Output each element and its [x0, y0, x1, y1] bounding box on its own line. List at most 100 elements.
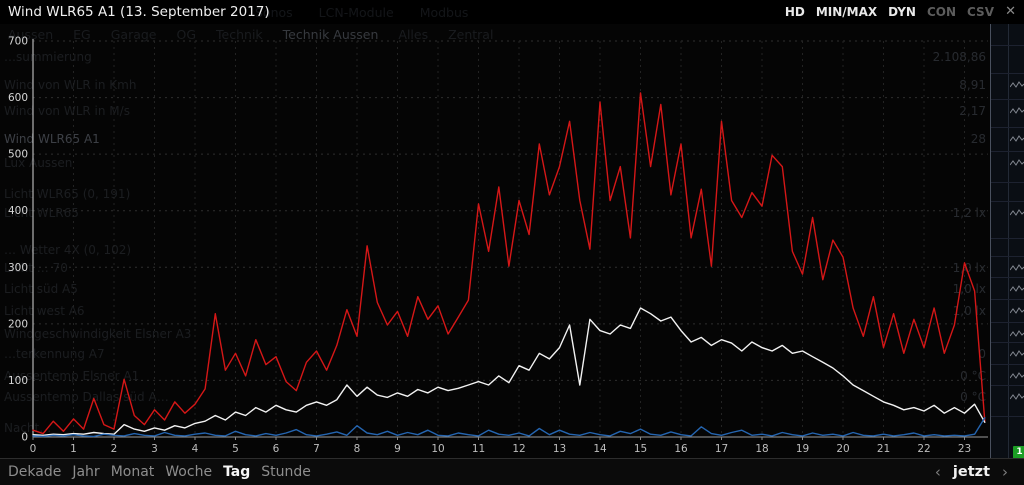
bg-sensor-label: …terkennung A7: [4, 347, 105, 361]
row-separator: [991, 322, 1024, 323]
bg-sensor-label: Windgeschwindigkeit Elsner A3: [4, 327, 192, 341]
bg-nav-sonos: Sonos: [255, 5, 293, 20]
sparkline-icon: [1010, 107, 1024, 114]
bg-tab-og: OG: [176, 27, 197, 42]
row-separator: [991, 256, 1024, 257]
x-tick-label: 18: [755, 443, 768, 455]
bg-sensor-value: 0 °C: [960, 390, 986, 404]
y-tick-label: 400: [8, 205, 28, 217]
x-tick-label: 14: [593, 443, 607, 455]
bg-sensor-label: Nacht…: [4, 421, 52, 435]
x-tick-label: 15: [634, 443, 647, 455]
x-tick-label: 0: [30, 443, 37, 455]
bg-nav-lcn-module: LCN-Module: [318, 5, 394, 20]
row-separator: [991, 151, 1024, 152]
row-separator: [991, 201, 1024, 202]
y-tick-label: 100: [8, 375, 28, 387]
bg-sensor-label: …summierung: [4, 50, 92, 64]
bg-tab-alles: Alles: [398, 27, 429, 42]
background-sparkline-column: 1: [990, 24, 1024, 459]
row-separator: [991, 299, 1024, 300]
bg-sensor-value: 1,2 lx: [952, 206, 986, 220]
sparkline-icon: [1010, 393, 1024, 400]
bg-tab-garage: Garage: [110, 27, 157, 42]
sparkline-icon: [1010, 330, 1024, 337]
sparkline-icon: [1010, 135, 1024, 142]
sparkline-icon: [1010, 350, 1024, 357]
bg-sensor-value: 2,17: [959, 104, 986, 118]
x-tick-label: 3: [151, 443, 158, 455]
bg-sensor-label: Licht WLR65 (0, 191): [4, 187, 131, 201]
x-tick-label: 7: [313, 443, 320, 455]
prev-arrow-icon[interactable]: ‹: [934, 463, 941, 481]
jetzt-button[interactable]: jetzt: [952, 464, 990, 480]
x-tick-label: 11: [472, 443, 485, 455]
background-nav-row: Sonos LCN-Module Modbus: [255, 5, 468, 20]
range-stunde[interactable]: Stunde: [261, 464, 311, 480]
blue-line: [32, 417, 986, 438]
x-tick-label: 12: [512, 443, 525, 455]
x-tick-label: 17: [715, 443, 728, 455]
sparkline-icon: [1010, 372, 1024, 379]
bg-tab-eg: EG: [73, 27, 91, 42]
time-nav: ‹ jetzt ›: [935, 459, 1008, 485]
row-separator: [991, 45, 1024, 46]
sparkline-icon: [1010, 81, 1024, 88]
bg-tab-aussen: Aussen: [8, 27, 54, 42]
range-monat[interactable]: Monat: [110, 464, 155, 480]
bg-sensor-label: Wind von WLR in M/s: [4, 104, 130, 118]
background-tabs-row: Aussen EG Garage OG Technik Technik Aussen All…: [8, 27, 493, 42]
range-dekade[interactable]: Dekade: [8, 464, 62, 480]
range-woche[interactable]: Woche: [165, 464, 213, 480]
row-separator: [991, 416, 1024, 417]
range-tag[interactable]: Tag: [223, 464, 251, 480]
y-tick-label: 600: [8, 92, 28, 104]
x-tick-label: 9: [394, 443, 401, 455]
x-tick-label: 5: [232, 443, 239, 455]
bg-tab-technik: Technik: [216, 27, 263, 42]
bg-tab-zentral: Zentral: [448, 27, 494, 42]
x-tick-label: 2: [111, 443, 118, 455]
page-title: Wind WLR65 A1 (13. September 2017): [8, 4, 270, 20]
chart-toolbar: HD MIN/MAX DYN CON CSV: [785, 5, 994, 19]
bg-sensor-label: Lux Aussen: [4, 156, 73, 170]
white-line: [32, 307, 986, 436]
close-icon[interactable]: ✕: [1005, 4, 1016, 19]
x-tick-label: 10: [431, 443, 444, 455]
column-divider: [1008, 24, 1009, 458]
bg-sensor-value: 1,0 lx: [952, 304, 986, 318]
x-tick-label: 8: [354, 443, 361, 455]
bg-sensor-value: 2.108,86: [932, 50, 986, 64]
bg-sensor-value: 8,91: [959, 78, 986, 92]
y-tick-label: 300: [8, 262, 28, 274]
bg-sensor-label: Wind WLR65 A1: [4, 132, 100, 146]
control-con[interactable]: CON: [926, 5, 957, 19]
x-tick-label: 13: [553, 443, 566, 455]
control-csv[interactable]: CSV: [967, 5, 994, 19]
bg-sensor-value: 0 °C: [960, 369, 986, 383]
control-minmax[interactable]: MIN/MAX: [815, 5, 878, 19]
status-badge: 1: [1013, 446, 1024, 459]
control-hd[interactable]: HD: [784, 5, 805, 19]
bg-sensor-label: Licht süd A5: [4, 282, 78, 296]
red-line: [32, 92, 986, 435]
y-tick-label: 200: [8, 318, 28, 330]
row-separator: [991, 238, 1024, 239]
x-tick-label: 19: [796, 443, 809, 455]
bg-sensor-label: Licht … 70: [4, 261, 68, 275]
bg-sensor-label: Licht WLR65: [4, 206, 79, 220]
y-tick-label: 500: [8, 149, 28, 161]
bg-sensor-label: Licht west A6: [4, 304, 85, 318]
bg-sensor-value: 0: [978, 347, 986, 361]
sparkline-icon: [1010, 285, 1024, 292]
next-arrow-icon[interactable]: ›: [1002, 463, 1008, 481]
bg-sensor-value: 1,0 lx: [952, 261, 986, 275]
control-dyn[interactable]: DYN: [888, 5, 916, 19]
sparkline-icon: [1010, 264, 1024, 271]
x-tick-label: 4: [192, 443, 199, 455]
range-jahr[interactable]: Jahr: [72, 464, 100, 480]
bg-nav-modbus: Modbus: [419, 5, 469, 20]
time-range-bar: Dekade Jahr Monat Woche Tag Stunde ‹ jetzt ›: [0, 458, 1024, 485]
